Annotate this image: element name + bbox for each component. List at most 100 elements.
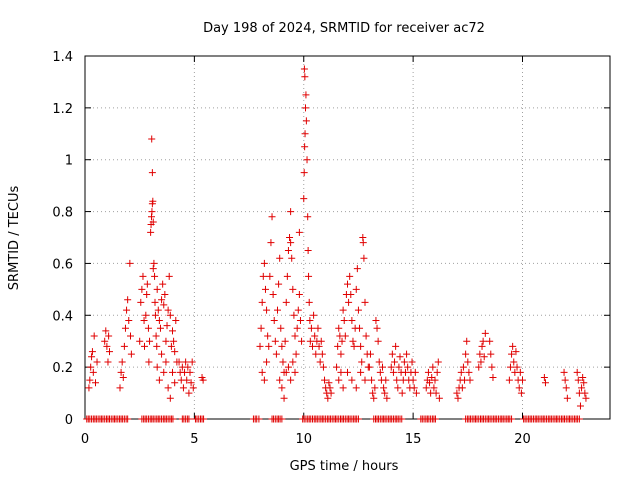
data-point (453, 389, 461, 397)
data-point (317, 337, 325, 345)
data-point (396, 353, 404, 361)
data-point (301, 143, 309, 151)
data-point (144, 324, 152, 332)
y-tick-labels: 0 0.2 0.4 0.6 0.8 1 1.2 1.4 (52, 50, 73, 428)
data-point (282, 368, 290, 376)
data-point (139, 272, 147, 280)
data-point (370, 394, 378, 402)
data-point (337, 368, 345, 376)
data-point (341, 332, 349, 340)
data-point (102, 327, 110, 335)
data-point (184, 363, 192, 371)
data-point (575, 415, 583, 423)
data-point (269, 291, 277, 299)
data-point (327, 389, 335, 397)
data-point (88, 353, 96, 361)
data-point (155, 316, 163, 324)
data-point (312, 350, 320, 358)
data-point (296, 316, 304, 324)
data-point (381, 389, 389, 397)
data-point (324, 394, 332, 402)
data-point (505, 376, 513, 384)
data-point (512, 348, 520, 356)
data-point (383, 394, 391, 402)
data-point (292, 350, 300, 358)
data-point (101, 337, 109, 345)
data-point (516, 368, 524, 376)
data-point (152, 332, 160, 340)
data-point (298, 337, 306, 345)
data-point (563, 394, 571, 402)
y-tick-label: 0.8 (52, 206, 73, 221)
data-point (287, 208, 295, 216)
data-point (488, 363, 496, 371)
data-point (143, 291, 151, 299)
data-point (348, 376, 356, 384)
data-point (265, 342, 273, 350)
data-point (127, 350, 135, 358)
data-point (281, 337, 289, 345)
data-point (175, 358, 183, 366)
data-point (463, 337, 471, 345)
data-point (272, 350, 280, 358)
data-point (199, 376, 207, 384)
data-point (369, 389, 377, 397)
data-point (169, 327, 176, 335)
data-point (153, 363, 161, 371)
data-point (302, 117, 310, 125)
data-point (291, 368, 299, 376)
data-point (573, 368, 581, 376)
plot-frame (84, 55, 611, 420)
data-point (422, 384, 430, 392)
data-point (179, 384, 187, 392)
data-point (120, 342, 128, 350)
data-point (183, 376, 191, 384)
data-point (457, 368, 465, 376)
data-point (393, 376, 401, 384)
data-point (286, 234, 294, 241)
data-point (90, 332, 98, 340)
data-point (435, 394, 443, 402)
data-point (333, 363, 341, 371)
data-point (348, 316, 356, 324)
data-point (86, 376, 94, 384)
data-point (517, 389, 525, 397)
data-point (410, 384, 418, 392)
data-point (151, 311, 159, 319)
data-point (394, 384, 402, 392)
x-axis-label: GPS time / hours (290, 459, 399, 474)
data-point (356, 324, 364, 332)
data-point (576, 402, 584, 410)
data-point (400, 358, 408, 366)
data-point (261, 285, 269, 293)
y-tick-label: 1.2 (52, 102, 73, 117)
data-point (189, 384, 197, 392)
data-point (170, 337, 178, 345)
data-point (123, 306, 131, 314)
data-point (311, 332, 319, 340)
data-point (581, 389, 589, 397)
data-point (277, 324, 285, 332)
data-point (578, 384, 586, 392)
data-point (326, 384, 334, 392)
data-point (489, 374, 497, 382)
data-point (124, 415, 132, 423)
data-point (344, 368, 351, 376)
data-point (158, 350, 166, 358)
data-point (429, 363, 437, 371)
data-point (295, 291, 303, 299)
data-point (141, 342, 148, 350)
data-point (426, 379, 434, 387)
y-tick-label: 0.2 (52, 361, 73, 376)
data-point (169, 415, 177, 423)
data-point (464, 358, 472, 366)
data-point (408, 358, 416, 366)
x-tick-label: 10 (295, 432, 312, 447)
x-tick-label: 5 (190, 432, 198, 447)
data-point (148, 135, 156, 143)
data-point (140, 316, 148, 324)
data-point (303, 156, 311, 164)
data-point (153, 285, 161, 293)
data-point (387, 363, 395, 371)
data-point (561, 376, 569, 384)
